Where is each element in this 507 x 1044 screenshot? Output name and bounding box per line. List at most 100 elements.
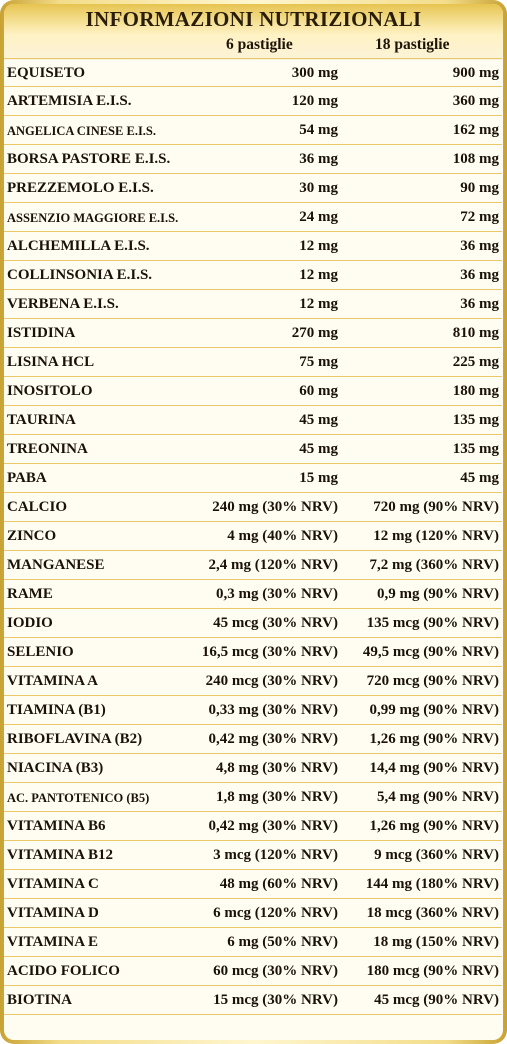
amount-6-pastiglie: 45 mcg (30% NRV) xyxy=(213,615,338,631)
table-row: TIAMINA (B1) 0,33 mg (30% NRV) 0,99 mg (90… xyxy=(4,696,502,725)
table-row: TREONINA 45 mg 135 mg xyxy=(4,435,502,464)
amount-6-pastiglie: 6 mg (50% NRV) xyxy=(227,934,338,950)
table-row: VITAMINA B12 3 mcg (120% NRV) 9 mcg (360% … xyxy=(4,841,502,870)
table-row: EQUISETO 300 mg 900 mg xyxy=(4,58,502,87)
amount-6-pastiglie: 240 mcg (30% NRV) xyxy=(205,673,338,689)
table-row: VITAMINA E 6 mg (50% NRV) 18 mg (150% NRV) xyxy=(4,928,502,957)
ingredient-name: VERBENA E.I.S. xyxy=(7,296,119,312)
ingredient-name: SELENIO xyxy=(7,644,74,660)
amount-6-pastiglie: 60 mg xyxy=(299,383,338,399)
amount-6-pastiglie: 15 mcg (30% NRV) xyxy=(213,992,338,1008)
ingredient-name: TAURINA xyxy=(7,412,76,428)
table-row: BIOTINA 15 mcg (30% NRV) 45 mcg (90% NRV) xyxy=(4,986,502,1015)
amount-6-pastiglie: 2,4 mg (120% NRV) xyxy=(208,557,338,573)
amount-18-pastiglie: 720 mg (90% NRV) xyxy=(373,499,499,515)
table-row: INOSITOLO 60 mg 180 mg xyxy=(4,377,502,406)
amount-18-pastiglie: 49,5 mcg (90% NRV) xyxy=(362,644,499,660)
amount-18-pastiglie: 0,9 mg (90% NRV) xyxy=(377,586,499,602)
ingredient-name: TIAMINA (B1) xyxy=(7,702,106,718)
table-row: VERBENA E.I.S. 12 mg 36 mg xyxy=(4,290,502,319)
table-row: ANGELICA CINESE E.I.S. 54 mg 162 mg xyxy=(4,116,502,145)
amount-18-pastiglie: 135 mg xyxy=(452,412,499,428)
amount-18-pastiglie: 180 mg xyxy=(452,383,499,399)
amount-18-pastiglie: 900 mg xyxy=(452,65,499,81)
amount-18-pastiglie: 135 mcg (90% NRV) xyxy=(366,615,499,631)
table-row: CALCIO 240 mg (30% NRV) 720 mg (90% NRV) xyxy=(4,493,502,522)
table-row: TAURINA 45 mg 135 mg xyxy=(4,406,502,435)
ingredient-name: VITAMINA A xyxy=(7,673,98,689)
amount-18-pastiglie: 108 mg xyxy=(452,151,499,167)
amount-18-pastiglie: 1,26 mg (90% NRV) xyxy=(369,818,499,834)
amount-6-pastiglie: 0,3 mg (30% NRV) xyxy=(216,586,338,602)
table-row: ALCHEMILLA E.I.S. 12 mg 36 mg xyxy=(4,232,502,261)
amount-18-pastiglie: 18 mcg (360% NRV) xyxy=(366,905,499,921)
amount-18-pastiglie: 36 mg xyxy=(460,296,499,312)
table-row: ARTEMISIA E.I.S. 120 mg 360 mg xyxy=(4,87,502,116)
amount-6-pastiglie: 36 mg xyxy=(299,151,338,167)
amount-6-pastiglie: 4 mg (40% NRV) xyxy=(227,528,338,544)
ingredient-name: BORSA PASTORE E.I.S. xyxy=(7,151,171,167)
amount-6-pastiglie: 12 mg xyxy=(299,238,338,254)
ingredient-name: VITAMINA D xyxy=(7,905,99,921)
ingredient-name: RAME xyxy=(7,586,53,602)
ingredient-name: ASSENZIO MAGGIORE E.I.S. xyxy=(7,211,179,225)
amount-6-pastiglie: 120 mg xyxy=(291,93,338,109)
column-header-6: 6 pastiglie xyxy=(226,36,293,53)
ingredient-name: VITAMINA C xyxy=(7,876,99,892)
amount-6-pastiglie: 30 mg xyxy=(299,180,338,196)
amount-6-pastiglie: 45 mg xyxy=(299,441,338,457)
amount-18-pastiglie: 360 mg xyxy=(452,93,499,109)
table-row: LISINA HCL 75 mg 225 mg xyxy=(4,348,502,377)
table-row: ISTIDINA 270 mg 810 mg xyxy=(4,319,502,348)
amount-18-pastiglie: 0,99 mg (90% NRV) xyxy=(369,702,499,718)
amount-6-pastiglie: 75 mg xyxy=(299,354,338,370)
amount-6-pastiglie: 16,5 mcg (30% NRV) xyxy=(201,644,338,660)
table-row: VITAMINA C 48 mg (60% NRV) 144 mg (180% NR… xyxy=(4,870,502,899)
amount-6-pastiglie: 4,8 mg (30% NRV) xyxy=(216,760,338,776)
ingredient-name: ALCHEMILLA E.I.S. xyxy=(7,238,150,254)
nutrition-table: EQUISETO 300 mg 900 mg ARTEMISIA E.I.S. 120 … xyxy=(4,58,502,1015)
amount-6-pastiglie: 45 mg xyxy=(299,412,338,428)
ingredient-name: ISTIDINA xyxy=(7,325,76,341)
amount-6-pastiglie: 0,42 mg (30% NRV) xyxy=(208,731,338,747)
table-row: NIACINA (B3) 4,8 mg (30% NRV) 14,4 mg (90%… xyxy=(4,754,502,783)
amount-18-pastiglie: 7,2 mg (360% NRV) xyxy=(369,557,499,573)
amount-18-pastiglie: 72 mg xyxy=(460,209,499,225)
amount-6-pastiglie: 1,8 mg (30% NRV) xyxy=(216,789,338,805)
table-row: SELENIO 16,5 mcg (30% NRV) 49,5 mcg (90% N… xyxy=(4,638,502,667)
amount-18-pastiglie: 36 mg xyxy=(460,238,499,254)
amount-6-pastiglie: 15 mg xyxy=(299,470,338,486)
column-header-18: 18 pastiglie xyxy=(375,36,450,53)
ingredient-name: ARTEMISIA E.I.S. xyxy=(7,93,132,109)
amount-6-pastiglie: 270 mg xyxy=(291,325,338,341)
amount-18-pastiglie: 90 mg xyxy=(460,180,499,196)
amount-6-pastiglie: 0,42 mg (30% NRV) xyxy=(208,818,338,834)
ingredient-name: PABA xyxy=(7,470,47,486)
amount-6-pastiglie: 300 mg xyxy=(291,65,338,81)
ingredient-name: ACIDO FOLICO xyxy=(7,963,120,979)
table-row: RAME 0,3 mg (30% NRV) 0,9 mg (90% NRV) xyxy=(4,580,502,609)
ingredient-name: PREZZEMOLO E.I.S. xyxy=(7,180,154,196)
table-row: AC. PANTOTENICO (B5) 1,8 mg (30% NRV) 5,4 … xyxy=(4,783,502,812)
amount-18-pastiglie: 45 mcg (90% NRV) xyxy=(374,992,499,1008)
table-title: INFORMAZIONI NUTRIZIONALI xyxy=(85,7,422,31)
ingredient-name: MANGANESE xyxy=(7,557,105,573)
table-row: MANGANESE 2,4 mg (120% NRV) 7,2 mg (360% N… xyxy=(4,551,502,580)
table-row: VITAMINA B6 0,42 mg (30% NRV) 1,26 mg (90%… xyxy=(4,812,502,841)
table-row: ACIDO FOLICO 60 mcg (30% NRV) 180 mcg (90%… xyxy=(4,957,502,986)
amount-6-pastiglie: 48 mg (60% NRV) xyxy=(219,876,338,892)
amount-6-pastiglie: 0,33 mg (30% NRV) xyxy=(208,702,338,718)
table-row: VITAMINA A 240 mcg (30% NRV) 720 mcg (90% … xyxy=(4,667,502,696)
ingredient-name: ANGELICA CINESE E.I.S. xyxy=(7,124,157,138)
ingredient-name: TREONINA xyxy=(7,441,88,457)
amount-18-pastiglie: 9 mcg (360% NRV) xyxy=(374,847,499,863)
ingredient-name: RIBOFLAVINA (B2) xyxy=(7,731,143,747)
amount-18-pastiglie: 5,4 mg (90% NRV) xyxy=(377,789,499,805)
table-row: ZINCO 4 mg (40% NRV) 12 mg (120% NRV) xyxy=(4,522,502,551)
ingredient-name: EQUISETO xyxy=(7,65,86,81)
amount-18-pastiglie: 144 mg (180% NRV) xyxy=(365,876,499,892)
ingredient-name: INOSITOLO xyxy=(7,383,93,399)
amount-6-pastiglie: 60 mcg (30% NRV) xyxy=(213,963,338,979)
amount-6-pastiglie: 54 mg xyxy=(299,122,338,138)
